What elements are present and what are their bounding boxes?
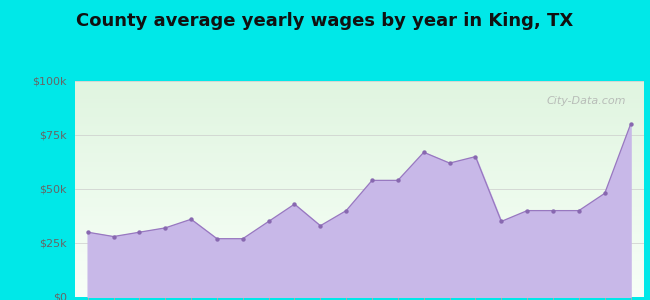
Point: [160, 226, 170, 230]
Point: [315, 223, 326, 228]
Point: [496, 219, 506, 224]
Point: [134, 230, 144, 235]
Point: [393, 178, 403, 183]
Point: [83, 230, 93, 235]
Point: [599, 191, 610, 196]
Point: [109, 234, 119, 239]
Point: [186, 217, 196, 222]
Point: [289, 202, 300, 206]
Point: [238, 236, 248, 241]
Point: [470, 154, 480, 159]
Point: [445, 161, 455, 166]
Point: [341, 208, 352, 213]
Point: [522, 208, 532, 213]
Point: [263, 219, 274, 224]
Text: City-Data.com: City-Data.com: [547, 96, 627, 106]
Point: [625, 122, 636, 127]
Point: [367, 178, 377, 183]
Text: County average yearly wages by year in King, TX: County average yearly wages by year in K…: [77, 12, 573, 30]
Point: [419, 150, 429, 155]
Point: [574, 208, 584, 213]
Point: [548, 208, 558, 213]
Point: [212, 236, 222, 241]
